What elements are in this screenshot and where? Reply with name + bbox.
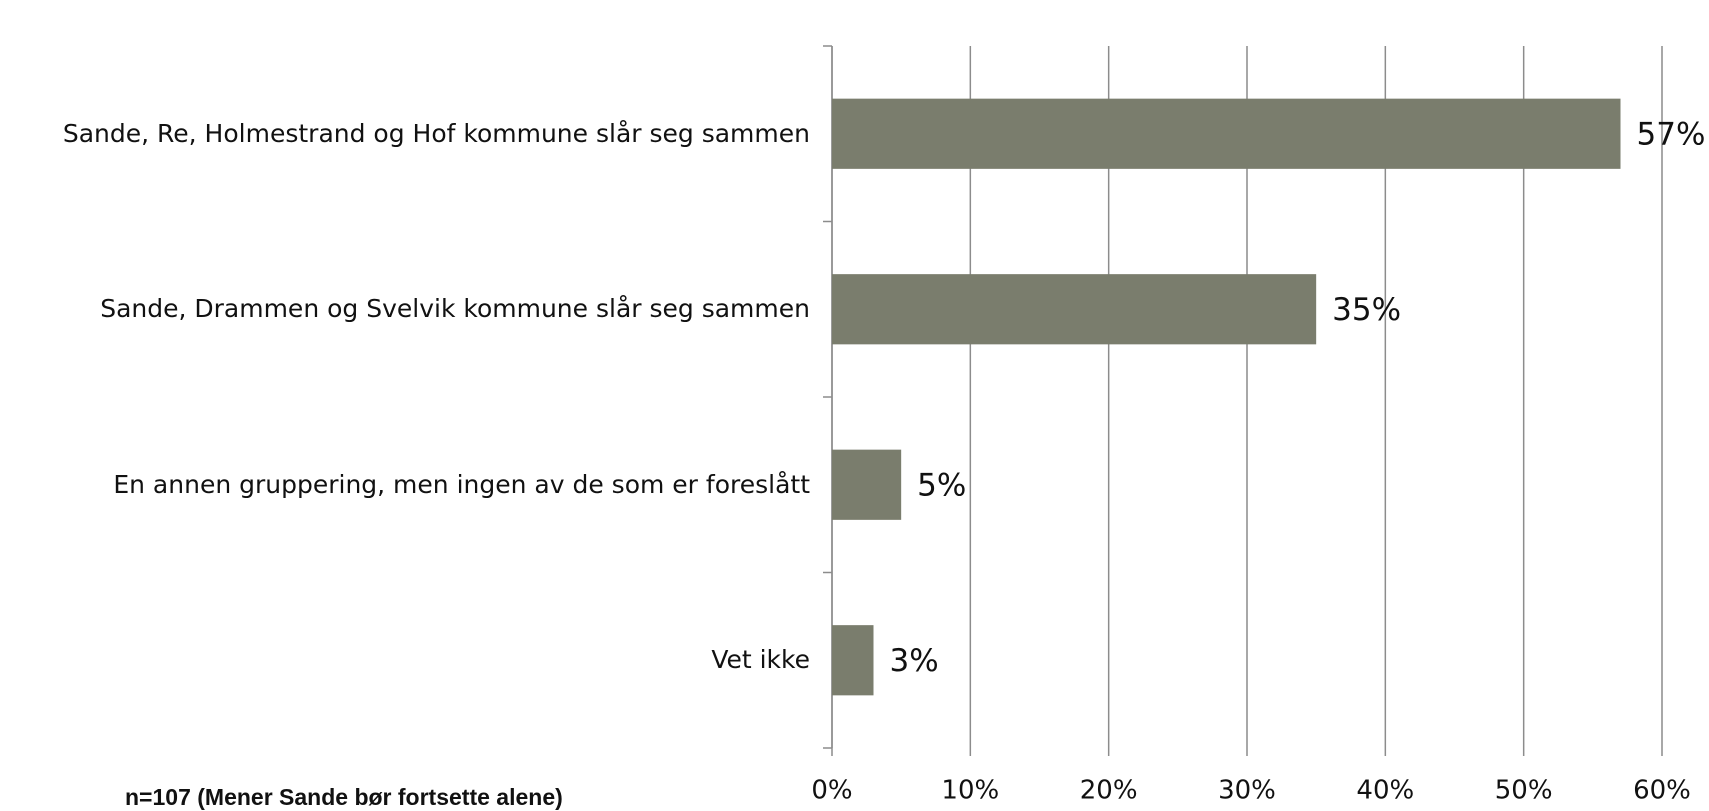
value-label: 5% <box>917 467 966 503</box>
sample-note: n=107 (Mener Sande bør fortsette alene) <box>125 784 563 810</box>
bar <box>832 274 1317 345</box>
x-tick-label: 30% <box>1218 776 1276 806</box>
bar <box>832 625 874 696</box>
value-label: 57% <box>1637 116 1706 152</box>
value-label: 35% <box>1332 292 1401 328</box>
category-label-text: En annen gruppering, men ingen av de som… <box>113 469 810 499</box>
x-tick-label: 40% <box>1356 776 1414 806</box>
category-label-text: Sande, Drammen og Svelvik kommune slår s… <box>100 294 810 324</box>
category-label: Sande, Re, Holmestrand og Hof kommune sl… <box>0 119 810 149</box>
category-label: Vet ikke <box>0 645 810 675</box>
category-label: Sande, Drammen og Svelvik kommune slår s… <box>0 294 810 324</box>
x-tick-label: 50% <box>1495 776 1553 806</box>
value-label: 3% <box>890 643 939 679</box>
x-tick-label: 60% <box>1633 776 1691 806</box>
category-label-text: Vet ikke <box>711 645 810 675</box>
category-label: En annen gruppering, men ingen av de som… <box>0 470 810 500</box>
bar <box>832 98 1621 169</box>
x-tick-label: 20% <box>1080 776 1138 806</box>
x-tick-label: 0% <box>811 776 852 806</box>
bar <box>832 449 902 520</box>
x-tick-label: 10% <box>941 776 999 806</box>
category-label-text: Sande, Re, Holmestrand og Hof kommune sl… <box>62 118 810 148</box>
